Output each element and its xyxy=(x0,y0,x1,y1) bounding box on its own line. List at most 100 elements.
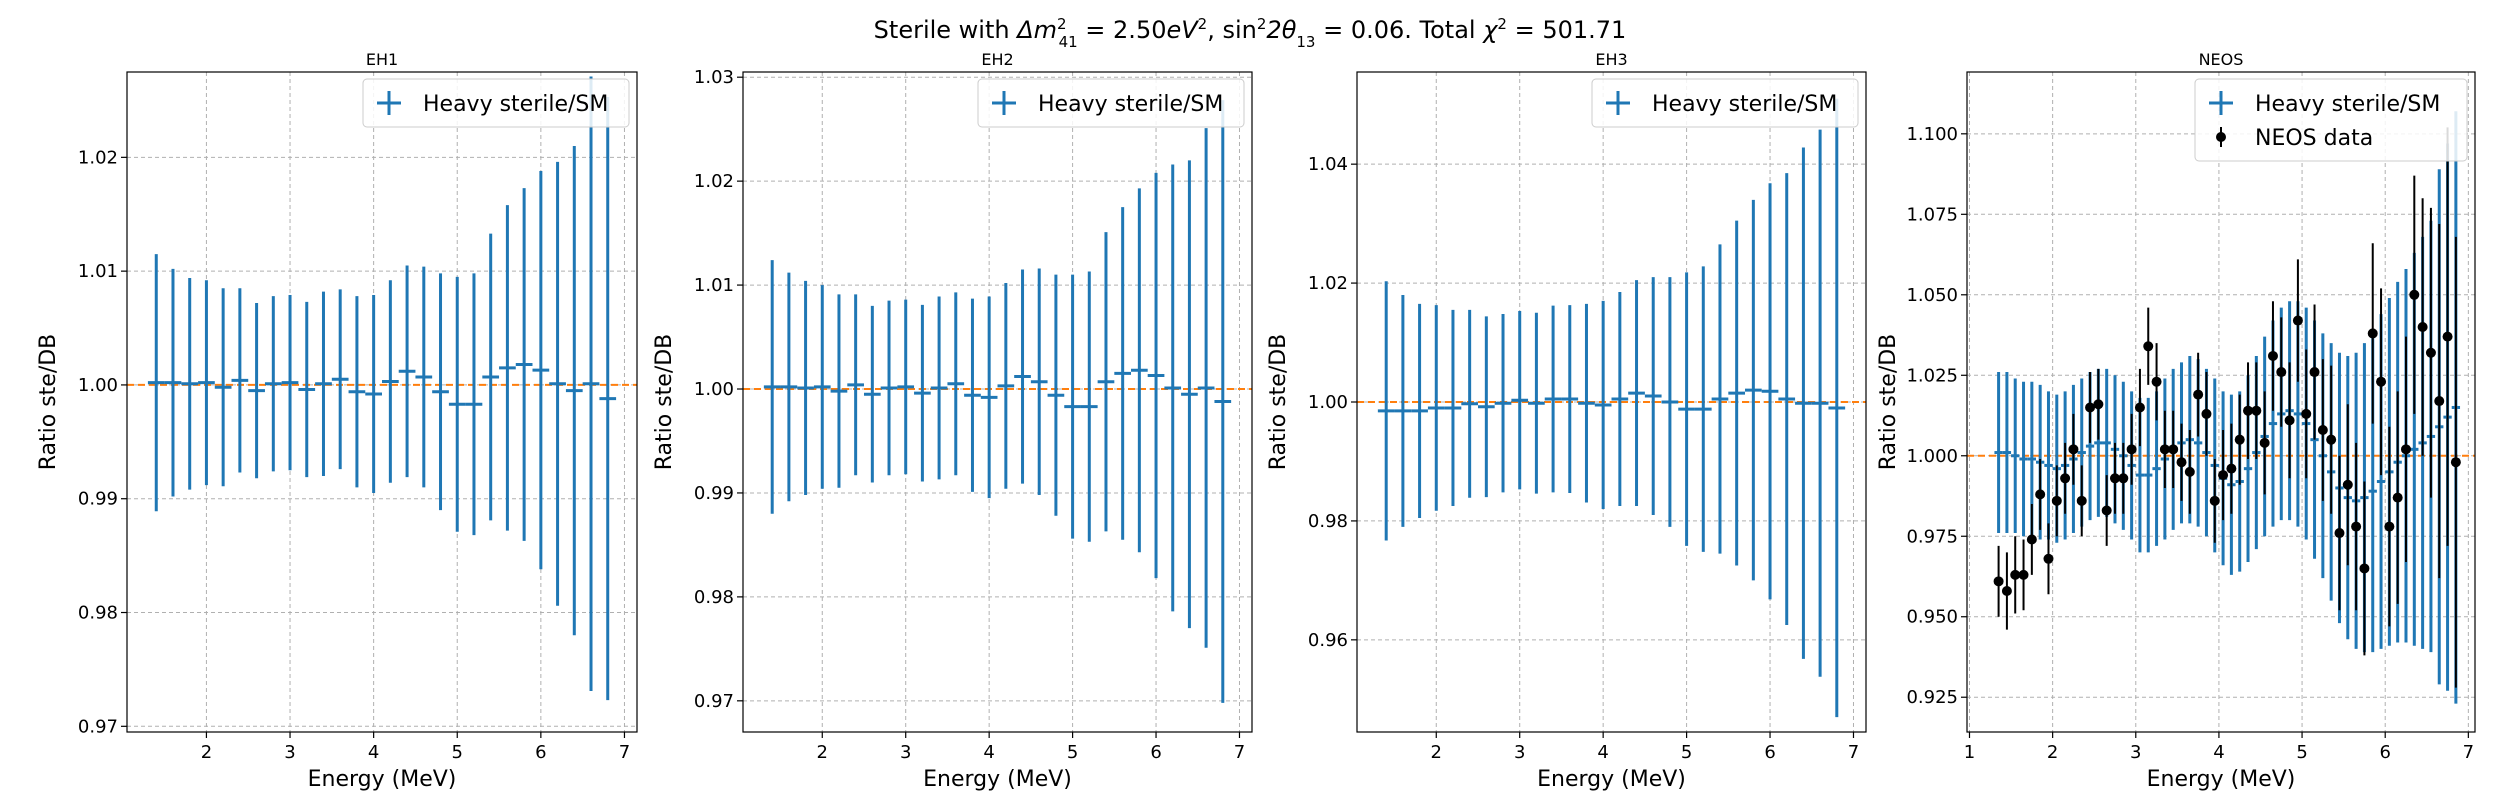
x-tick-label: 2 xyxy=(1431,742,1442,763)
y-tick-label: 0.925 xyxy=(1906,687,1958,708)
data-point xyxy=(2450,457,2461,468)
y-tick-label: 0.98 xyxy=(78,603,118,624)
y-axis-label: Ratio ste/DB xyxy=(652,334,677,471)
data-point xyxy=(2442,331,2453,342)
data-point xyxy=(2400,444,2411,455)
data-point xyxy=(2010,569,2021,580)
y-tick-label: 1.00 xyxy=(1308,392,1348,413)
data-point xyxy=(2118,473,2129,484)
y-tick-label: 1.075 xyxy=(1906,204,1958,225)
x-tick-label: 3 xyxy=(284,742,295,763)
y-tick-label: 1.01 xyxy=(78,261,118,282)
x-tick-label: 2 xyxy=(201,742,212,763)
data-point xyxy=(2051,495,2062,506)
y-tick-label: 1.02 xyxy=(78,147,118,168)
x-tick-label: 7 xyxy=(2463,742,2474,763)
y-tick-label: 1.00 xyxy=(78,375,118,396)
x-tick-label: 4 xyxy=(983,742,994,763)
legend-label: Heavy sterile/SM xyxy=(1652,92,1837,117)
data-point xyxy=(2226,463,2237,474)
legend-frame xyxy=(362,78,630,128)
data-point xyxy=(2043,553,2054,564)
legend-frame xyxy=(1591,78,1859,128)
data-point xyxy=(2001,585,2012,596)
legend-marker-data xyxy=(2216,132,2226,142)
data-point xyxy=(1993,576,2004,587)
y-tick-label: 0.97 xyxy=(694,691,734,712)
data-point xyxy=(2243,405,2254,416)
data-point xyxy=(2076,495,2087,506)
legend: Heavy sterile/SM NEOS data xyxy=(2194,78,2468,162)
data-point xyxy=(2234,434,2245,445)
panel-eh3: 2 3 4 5 6 7 0.96 0.98 1.00 1.02 1.04 EH3 Energy (MeV… xyxy=(1266,50,1867,792)
panel-eh2: 2 3 4 5 6 7 0.97 0.98 0.99 1.00 1.01 1.02 1.03 EH2 Ene… xyxy=(652,50,1253,792)
legend-label: Heavy sterile/SM xyxy=(423,92,608,117)
data-point xyxy=(2060,473,2071,484)
series-neos-data xyxy=(1993,127,2461,688)
x-tick-label: 6 xyxy=(1150,742,1161,763)
y-tick-label: 1.00 xyxy=(694,379,734,400)
y-tick-label: 1.025 xyxy=(1906,365,1958,386)
y-tick-label: 0.950 xyxy=(1906,607,1958,628)
y-tick-label: 0.99 xyxy=(694,483,734,504)
panel-title: EH1 xyxy=(366,50,398,69)
x-tick-label: 5 xyxy=(1067,742,1078,763)
data-point xyxy=(2026,534,2037,545)
data-point xyxy=(2326,434,2337,445)
y-tick-label: 1.050 xyxy=(1906,285,1958,306)
x-tick-label: 7 xyxy=(619,742,630,763)
y-tick-label: 1.02 xyxy=(694,171,734,192)
data-point xyxy=(2143,341,2154,352)
plot-frame xyxy=(126,71,638,733)
x-axis-label: Energy (MeV) xyxy=(1537,767,1686,792)
data-point xyxy=(2359,563,2370,574)
panel-eh1: 2 3 4 5 6 7 0.97 0.98 0.99 1.00 1.01 1.02 EH1 Energy … xyxy=(36,50,638,792)
data-point xyxy=(2176,457,2187,468)
y-tick-label: 1.03 xyxy=(694,67,734,88)
data-point xyxy=(2267,350,2278,361)
y-axis-label: Ratio ste/DB xyxy=(36,334,61,471)
x-tick-label: 6 xyxy=(1764,742,1775,763)
data-point xyxy=(2392,492,2403,503)
y-tick-label: 0.97 xyxy=(78,716,118,737)
data-point xyxy=(2218,470,2229,481)
data-point xyxy=(2193,389,2204,400)
legend-label: Heavy sterile/SM xyxy=(2255,92,2440,117)
y-tick-label: 0.99 xyxy=(78,489,118,510)
data-point xyxy=(2259,437,2270,448)
data-point xyxy=(2342,479,2353,490)
y-tick-label: 1.02 xyxy=(1308,273,1348,294)
data-point xyxy=(2284,415,2295,426)
x-tick-label: 4 xyxy=(1597,742,1608,763)
data-point xyxy=(2209,495,2220,506)
data-point xyxy=(2351,521,2362,532)
series-heavy-sterile-sm xyxy=(763,100,1232,703)
data-point xyxy=(2409,289,2420,300)
data-point xyxy=(2101,505,2112,516)
data-point xyxy=(2068,444,2079,455)
legend-label: NEOS data xyxy=(2255,126,2373,151)
x-axis-label: Energy (MeV) xyxy=(923,767,1072,792)
x-tick-label: 3 xyxy=(2130,742,2141,763)
data-point xyxy=(2251,405,2262,416)
data-point xyxy=(2035,489,2046,500)
data-point xyxy=(2151,376,2162,387)
data-point xyxy=(2425,347,2436,358)
y-tick-label: 0.98 xyxy=(1308,511,1348,532)
data-point xyxy=(2018,569,2029,580)
data-point xyxy=(2301,408,2312,419)
x-tick-label: 5 xyxy=(2296,742,2307,763)
legend: Heavy sterile/SM xyxy=(977,78,1245,128)
panel-title: NEOS xyxy=(2199,50,2244,69)
data-point xyxy=(2093,399,2104,410)
data-point xyxy=(2159,444,2170,455)
y-tick-label: 1.000 xyxy=(1906,446,1958,467)
x-tick-label: 7 xyxy=(1234,742,1245,763)
legend-frame xyxy=(977,78,1245,128)
x-tick-label: 2 xyxy=(2047,742,2058,763)
plot-frame xyxy=(742,71,1253,733)
y-tick-label: 0.98 xyxy=(694,587,734,608)
series-heavy-sterile-sm xyxy=(1377,98,1846,718)
legend-label: Heavy sterile/SM xyxy=(1038,92,1223,117)
data-point xyxy=(2384,521,2395,532)
